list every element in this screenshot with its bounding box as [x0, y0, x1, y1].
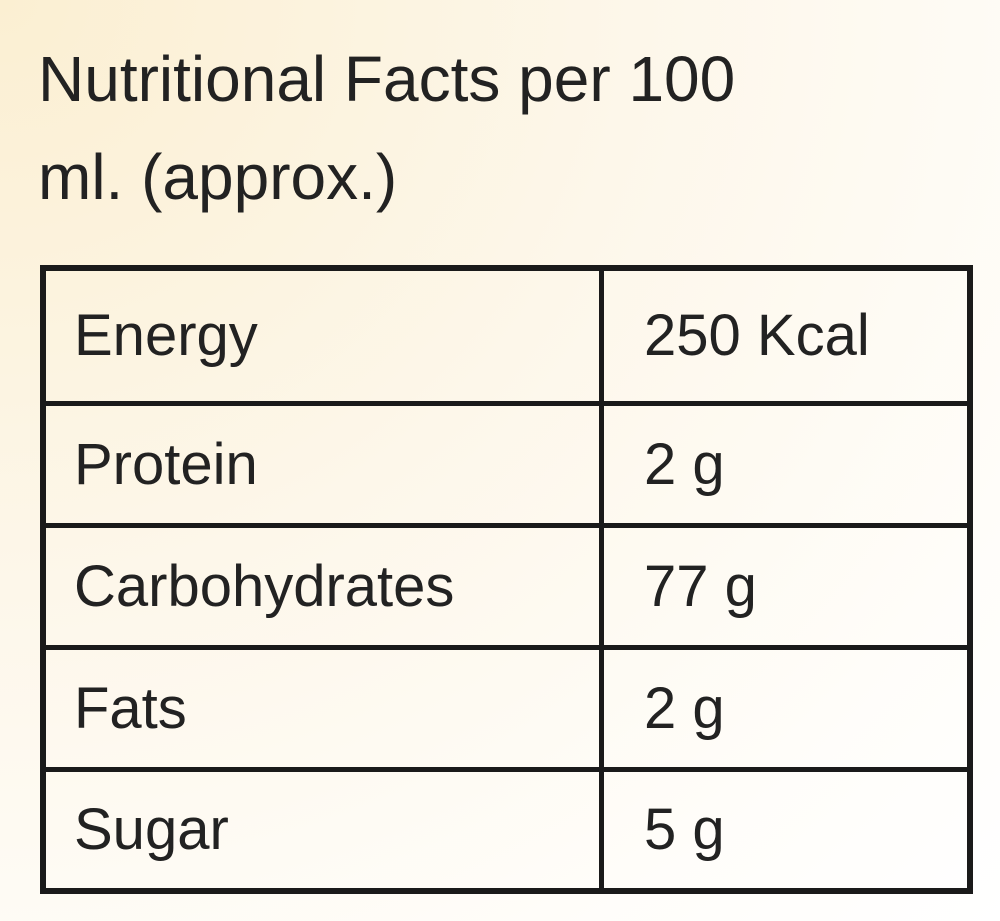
nutrient-amount: 77 g: [599, 522, 973, 650]
nutrient-amount: 2 g: [599, 644, 973, 772]
table-row: Energy 250 Kcal: [40, 265, 973, 406]
table-row: Carbohydrates 77 g: [40, 522, 973, 650]
nutrient-name: Protein: [40, 400, 604, 528]
nutrient-name: Fats: [40, 644, 604, 772]
nutrient-amount: 250 Kcal: [599, 265, 973, 406]
nutrient-name: Sugar: [40, 766, 604, 894]
nutrient-name: Energy: [40, 265, 604, 406]
table-row: Fats 2 g: [40, 644, 973, 772]
title: Nutritional Facts per 100 ml. (approx.): [38, 30, 735, 226]
nutrition-table: Energy 250 Kcal Protein 2 g Carbohydrates 77 …: [40, 265, 973, 894]
title-line: ml. (approx.): [38, 141, 398, 213]
nutrient-amount: 5 g: [599, 766, 973, 894]
nutrient-amount: 2 g: [599, 400, 973, 528]
title-line: Nutritional Facts per 100: [38, 43, 736, 115]
table-row: Sugar 5 g: [40, 766, 973, 894]
nutrient-name: Carbohydrates: [40, 522, 604, 650]
table-row: Protein 2 g: [40, 400, 973, 528]
